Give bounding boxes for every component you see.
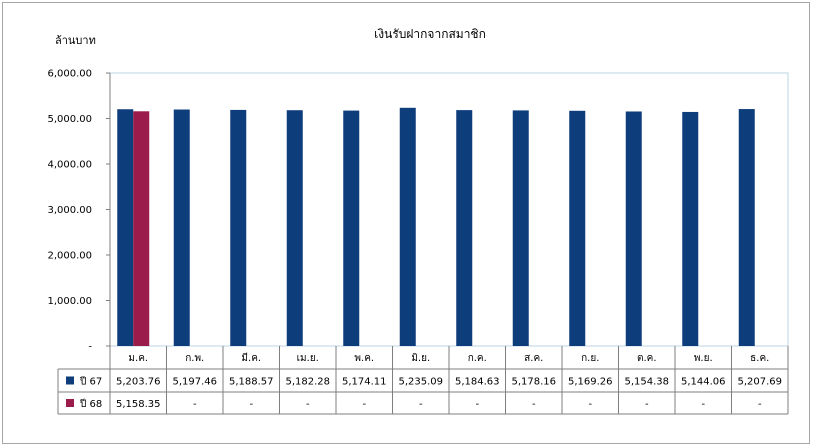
bar [456,110,473,346]
data-label: - [532,399,536,410]
data-label: 5,235.09 [398,377,443,388]
legend-swatch [66,376,74,385]
y-tick-label: 2,000.00 [47,251,92,262]
data-label: - [701,399,705,410]
bars [117,107,755,347]
x-tick-label: พ.ย. [694,353,713,364]
bar [117,109,134,347]
data-label: 5,169.26 [568,377,613,388]
x-tick-label: ธ.ค. [750,353,769,364]
legend-swatch [66,399,74,407]
bar [133,111,150,346]
legend-label: ปี 67 [79,376,102,388]
bar [230,109,247,346]
bar [512,110,529,346]
x-tick-label: มี.ค. [241,352,261,364]
data-label: 5,182.28 [285,377,330,388]
bar [682,111,699,346]
bar [625,111,642,346]
data-label: - [306,399,310,410]
data-label: - [758,399,762,410]
y-tick-label: - [88,342,92,353]
bar [569,110,586,346]
y-tick-label: 5,000.00 [47,114,92,125]
x-tick-label: พ.ค. [354,353,374,364]
y-tick-label: 1,000.00 [47,296,92,307]
legend-label: ปี 68 [79,398,102,410]
data-label: 5,188.57 [229,377,274,388]
bar [399,107,416,346]
data-label: - [249,399,253,410]
data-label: 5,178.16 [511,377,556,388]
data-label: - [419,399,423,410]
data-label: 5,203.76 [116,377,161,388]
data-label: - [645,399,649,410]
bar [286,110,303,346]
data-label: 5,174.11 [342,377,387,388]
data-label: 5,154.38 [624,377,669,388]
y-axis-label: ล้านบาท [55,34,96,47]
bar [738,109,755,346]
y-tick-label: 4,000.00 [47,160,92,171]
data-label: 5,197.46 [172,377,217,388]
data-label: 5,184.63 [455,377,500,388]
y-tick-label: 3,000.00 [47,205,92,216]
x-tick-label: มิ.ย. [411,353,430,364]
data-label: - [588,399,592,410]
y-tick-label: 6,000.00 [47,69,92,80]
x-tick-label: เม.ย. [297,353,319,364]
data-label: 5,207.69 [737,377,782,388]
data-label: - [362,399,366,410]
chart-title: เงินรับฝากจากสมาชิก [374,27,486,41]
x-tick-label: ส.ค. [524,353,543,364]
data-label: - [475,399,479,410]
x-tick-label: ก.พ. [185,353,204,364]
bar [343,110,360,346]
data-label: 5,144.06 [681,377,726,388]
data-label: - [193,399,197,410]
y-axis: - 1,000.00 2,000.00 3,000.00 4,000.00 5,000.0… [47,69,111,353]
data-table: ม.ค. ก.พ. มี.ค. เม.ย. พ.ค. มิ.ย. ก.ค. ส.ค. ก.ย. ต… [57,346,789,415]
x-tick-label: ก.ย. [581,353,599,364]
x-tick-label: ม.ค. [128,353,148,364]
x-tick-label: ต.ค. [637,353,657,364]
bar [173,109,190,347]
x-tick-label: ก.ค. [468,353,487,364]
data-label: 5,158.35 [116,399,161,410]
